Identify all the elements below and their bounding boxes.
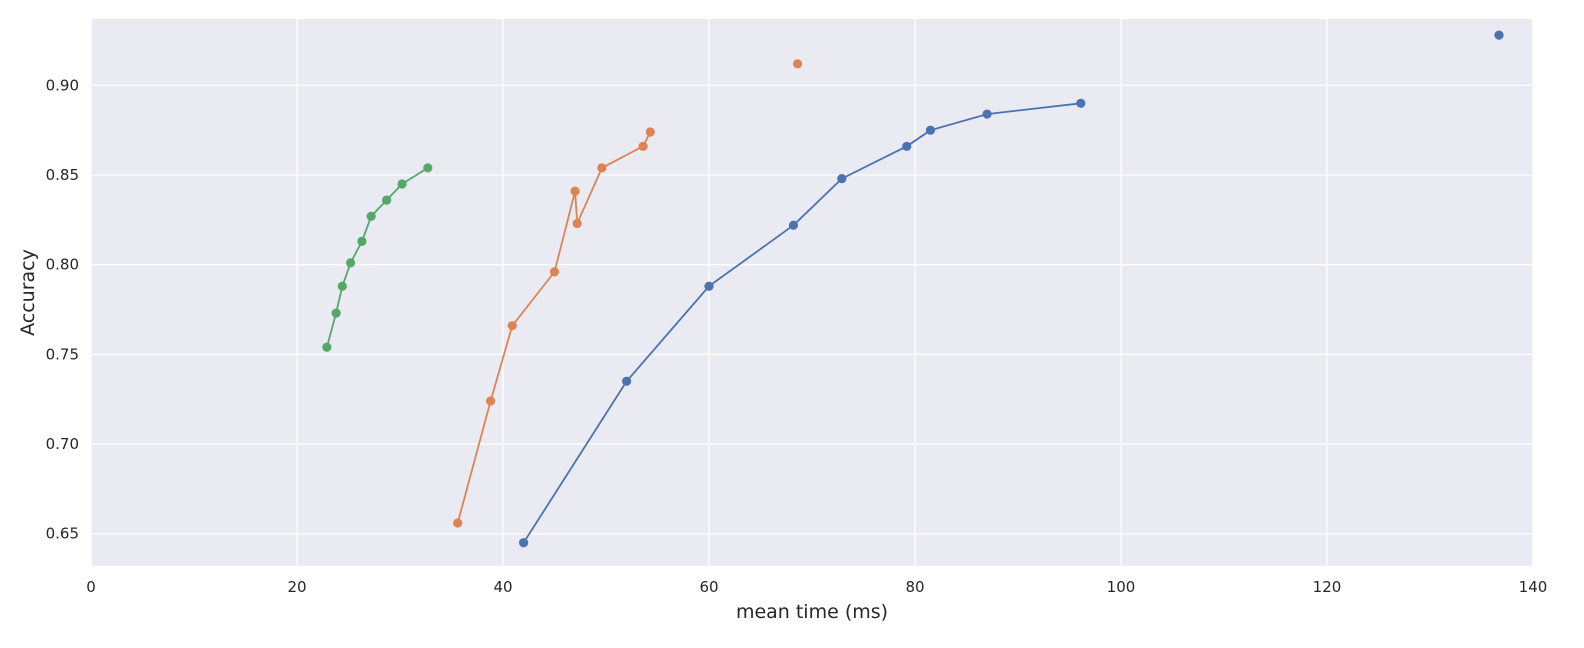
series-2-point — [423, 163, 433, 173]
standalone-point — [1494, 30, 1504, 40]
y-tick-label: 0.90 — [46, 76, 79, 94]
y-tick-label: 0.65 — [46, 525, 79, 543]
y-axis-label: Accuracy — [17, 249, 39, 336]
series-2-point — [322, 342, 332, 352]
x-axis-label: mean time (ms) — [736, 601, 888, 623]
series-1-point — [570, 186, 580, 196]
series-points — [322, 30, 1504, 548]
series-1-point — [507, 321, 517, 331]
y-axis-ticks: 0.65 0.70 0.75 0.80 0.85 0.90 — [46, 76, 79, 542]
series-1-point — [638, 141, 648, 151]
series-0-point — [925, 125, 936, 135]
series-1-point — [572, 218, 582, 229]
series-1-point — [597, 163, 607, 173]
series-0-point — [1076, 98, 1086, 108]
x-tick-label: 80 — [905, 578, 924, 596]
y-tick-label: 0.70 — [46, 435, 79, 453]
x-tick-label: 120 — [1313, 578, 1342, 596]
series-1-point — [486, 396, 496, 406]
series-2-point — [366, 211, 376, 221]
series-0-point — [837, 174, 847, 184]
x-tick-label: 20 — [287, 578, 306, 596]
series-2-point — [357, 236, 367, 246]
plot-background — [91, 19, 1533, 566]
series-0-point — [622, 376, 632, 386]
x-tick-label: 140 — [1519, 578, 1548, 596]
series-0-point — [704, 281, 714, 291]
x-tick-label: 40 — [493, 578, 512, 596]
x-tick-label: 0 — [86, 578, 96, 596]
series-2-point — [397, 179, 407, 189]
series-2-point — [337, 281, 347, 291]
standalone-point — [792, 59, 803, 69]
series-0-point — [788, 220, 799, 230]
series-1-point — [549, 267, 560, 277]
series-0-point — [519, 538, 529, 548]
series-2-point — [345, 258, 356, 268]
series-1-point — [645, 127, 655, 137]
series-2-point — [331, 308, 341, 318]
x-tick-label: 100 — [1107, 578, 1136, 596]
series-0-point — [902, 141, 912, 151]
series-2-point — [382, 195, 392, 205]
y-tick-label: 0.85 — [46, 166, 79, 184]
grid — [90, 19, 1534, 566]
x-tick-label: 60 — [699, 578, 718, 596]
series-1-point — [453, 518, 463, 528]
y-tick-label: 0.75 — [46, 345, 79, 363]
y-tick-label: 0.80 — [46, 256, 79, 274]
series-0-point — [982, 109, 992, 119]
x-axis-ticks: 0 20 40 60 80 100 120 140 — [86, 578, 1547, 596]
